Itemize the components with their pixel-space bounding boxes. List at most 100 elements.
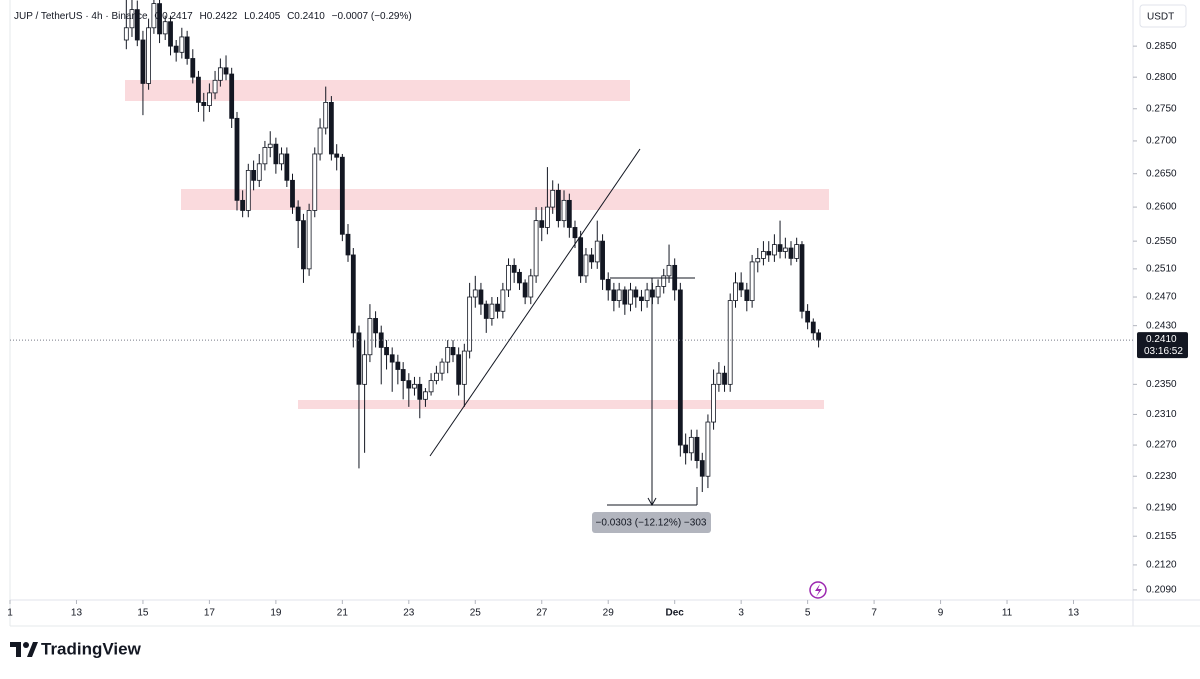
candle-body — [771, 244, 777, 256]
y-tick-label: 0.2270 — [1146, 440, 1177, 451]
brand-logo: TradingView — [10, 639, 142, 658]
candle-body — [506, 264, 511, 291]
candle-body — [489, 303, 495, 319]
candle-body — [605, 278, 611, 291]
zone — [181, 189, 829, 210]
candle-body — [384, 347, 389, 356]
candle-body — [777, 244, 783, 252]
candle-body — [251, 169, 257, 181]
candle-body — [622, 289, 628, 305]
ohlc-low: L0.2405 — [244, 11, 281, 22]
ohlc-close: C0.2410 — [287, 11, 325, 22]
candle-body — [273, 143, 279, 165]
candle-body — [589, 254, 595, 263]
candle-body — [661, 275, 667, 287]
candles — [123, 0, 821, 493]
candle-body — [555, 189, 561, 222]
candle-body — [129, 9, 135, 29]
zone — [298, 400, 824, 409]
candle-body — [495, 303, 500, 312]
candle-body — [561, 199, 567, 222]
candle-body — [262, 147, 268, 165]
candle-body — [517, 271, 522, 284]
x-tick-label: 23 — [403, 608, 415, 619]
candle-body — [722, 372, 727, 385]
candle-body — [295, 206, 301, 222]
candle-body — [190, 58, 196, 78]
candle-body — [240, 199, 246, 211]
candle-body — [545, 206, 550, 228]
drawings: −0.0303 (−12.12%) −303 — [429, 148, 711, 533]
candle-body — [694, 436, 700, 461]
candle-body — [794, 244, 800, 259]
y-tick-label: 0.2650 — [1146, 168, 1177, 179]
candle-body — [151, 3, 157, 29]
candle-body — [134, 9, 140, 41]
currency-box[interactable] — [1139, 4, 1187, 28]
candle-body — [705, 421, 711, 477]
alert-bolt — [815, 584, 822, 597]
candle-body — [445, 347, 451, 363]
alert-icon[interactable] — [809, 581, 827, 599]
y-tick-label: 0.2310 — [1146, 409, 1177, 420]
candle-body — [290, 179, 295, 208]
candle-body — [400, 369, 406, 382]
candle-body — [500, 289, 506, 312]
candle-body — [323, 101, 329, 129]
candle-body — [356, 332, 362, 385]
x-tick-label: 19 — [270, 608, 282, 619]
candle-body — [522, 282, 528, 298]
candle-body — [572, 227, 578, 239]
logo-mark — [10, 642, 21, 657]
candle-body — [583, 254, 589, 277]
candle-body — [611, 289, 617, 301]
candle-body — [362, 354, 368, 385]
candle-body — [478, 289, 484, 305]
currency: USDT — [1147, 12, 1174, 23]
candle-body — [279, 153, 284, 165]
candle-body — [472, 289, 478, 298]
x-tick-label: 17 — [204, 608, 216, 619]
last-price-box — [1137, 332, 1188, 359]
x-tick-label: 27 — [536, 608, 548, 619]
candle-body — [761, 251, 766, 259]
candle-body — [467, 296, 473, 352]
candle-body — [788, 247, 794, 259]
x-tick-label: 1 — [7, 608, 13, 619]
y-tick-label: 0.2155 — [1146, 531, 1177, 542]
alert-circle[interactable] — [809, 581, 827, 599]
y-tick-label: 0.2350 — [1146, 379, 1177, 390]
last-price-label: 0.2410 — [1146, 334, 1177, 345]
candle-body — [456, 354, 462, 385]
logo-dot — [23, 642, 29, 648]
candle-body — [433, 372, 439, 382]
candle-body — [317, 127, 323, 155]
measure-label: −0.0303 (−12.12%) −303 — [596, 518, 707, 529]
candle-body — [539, 220, 545, 228]
candle-body — [677, 289, 683, 446]
x-tick-label: 5 — [805, 608, 811, 619]
candle-body — [395, 361, 401, 370]
candle-body — [600, 240, 605, 280]
candle-body — [207, 92, 212, 106]
candle-body — [699, 460, 705, 477]
candle-body — [450, 347, 456, 356]
candle-body — [738, 282, 744, 291]
candle-body — [639, 296, 644, 301]
candle-body — [412, 383, 417, 389]
ohlc-high: H0.2422 — [200, 11, 238, 22]
candle-body — [805, 310, 811, 323]
candle-body — [306, 210, 312, 270]
y-tick-label: 0.2700 — [1146, 136, 1177, 147]
candle-body — [428, 380, 434, 393]
candle-body — [417, 383, 423, 400]
candle-body — [439, 361, 445, 374]
logo-slash — [27, 642, 38, 657]
candle-body — [157, 3, 162, 35]
candle-body — [666, 264, 672, 277]
x-tick-label: 25 — [470, 608, 482, 619]
candle-body — [644, 289, 650, 301]
symbol-header: JUP / TetherUS · 4h · Binance O0.2417 H0… — [14, 11, 412, 22]
